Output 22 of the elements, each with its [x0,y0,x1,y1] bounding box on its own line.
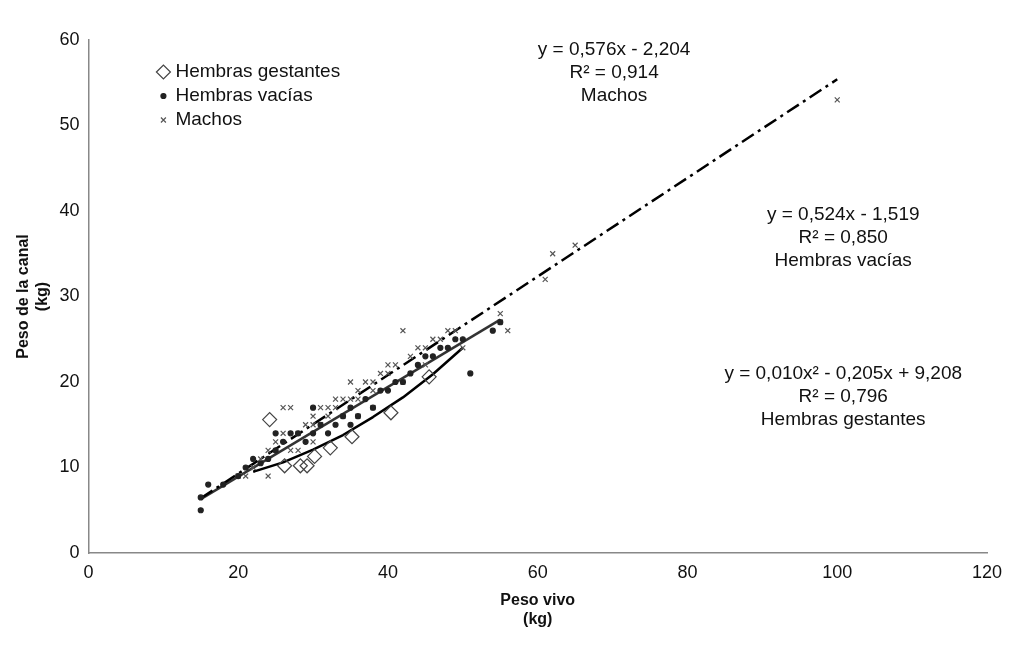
x-tick-label: 20 [228,561,249,582]
x-tick-label: 120 [971,561,1003,582]
annotation: y = 0,524x - 1,519 R² = 0,850 Hembras vacías [766,202,920,270]
y-tick-label: 60 [59,28,80,49]
y-tick-label: 40 [59,199,80,220]
y-tick-label: 20 [59,370,80,391]
legend-label: Hembras vacías [175,84,313,106]
y-tick-label: 0 [69,541,80,562]
legend-label: Machos [175,108,242,130]
legend-label: Hembras gestantes [175,60,341,82]
x-tick-label: 60 [527,561,548,582]
x-tick-label: 100 [822,561,853,582]
annotation: y = 0,576x - 2,204 R² = 0,914 Machos [537,38,691,106]
x-axis-title: Peso vivo (kg) [500,590,576,627]
x-tick-label: 0 [83,561,94,582]
x-tick-label: 40 [377,561,398,582]
y-tick-label: 30 [59,285,80,306]
annotation: y = 0,010x² - 0,205x + 9,208 R² = 0,796 Hembras gestantes [724,361,963,429]
y-tick-label: 10 [59,456,80,477]
x-tick-label: 80 [677,561,698,582]
y-tick-label: 50 [59,114,80,135]
y-axis-title: Peso de la canal (kg) [14,234,51,359]
